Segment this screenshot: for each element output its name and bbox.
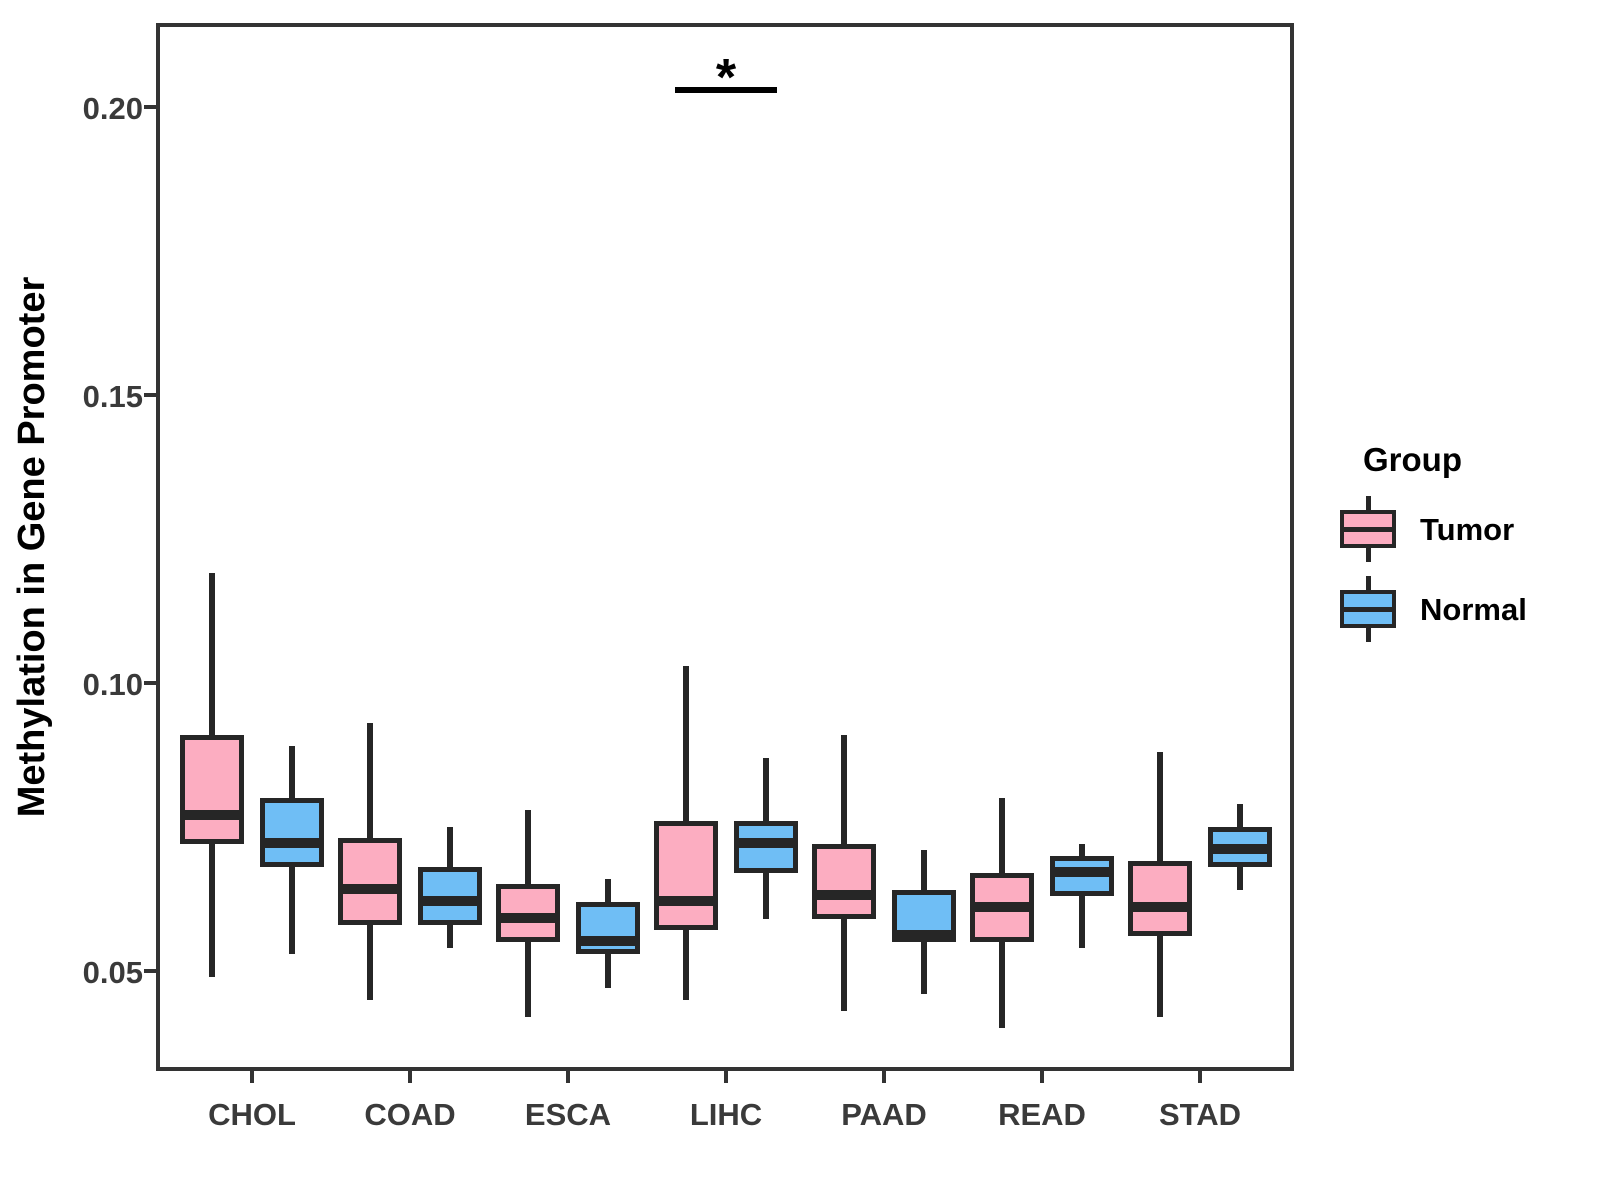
box-CHOL-tumor: [180, 734, 244, 845]
x-tick-label-PAAD: PAAD: [841, 1097, 927, 1132]
median-ESCA-normal: [581, 936, 635, 947]
x-tick-label-ESCA: ESCA: [524, 1097, 612, 1132]
median-CHOL-tumor: [185, 809, 239, 820]
box-STAD-normal: [1208, 826, 1272, 868]
y-axis-title: Methylation in Gene Promoter: [11, 276, 53, 818]
legend-label-normal: Normal: [1420, 591, 1527, 627]
y-tick-label-0.20: 0.20: [82, 91, 143, 127]
box-READ-normal: [1050, 855, 1114, 896]
x-tick-label-COAD: COAD: [364, 1097, 456, 1132]
box-PAAD-tumor: [812, 844, 876, 919]
whisker-READ-normal: [1079, 844, 1085, 948]
legend-glyph-box: [1340, 510, 1396, 548]
legend-boxplot-glyph-normal: [1340, 576, 1396, 642]
x-tick-label-CHOL: CHOL: [208, 1097, 296, 1132]
median-LIHC-normal: [739, 838, 793, 849]
significance-bar: [675, 86, 777, 93]
legend-label-tumor: Tumor: [1420, 511, 1515, 547]
y-tick-0.10: [144, 680, 156, 685]
x-tick-LIHC: [724, 1071, 728, 1083]
x-tick-ESCA: [566, 1071, 570, 1083]
y-tick-label-0.05: 0.05: [82, 954, 143, 990]
box-CHOL-normal: [260, 798, 324, 868]
x-tick-label-READ: READ: [998, 1097, 1086, 1132]
y-tick-0.05: [144, 968, 156, 973]
median-ESCA-tumor: [501, 913, 555, 924]
legend-glyph-median: [1344, 527, 1392, 532]
legend: Group Tumor Normal: [1340, 443, 1527, 656]
median-CHOL-normal: [265, 838, 319, 849]
median-PAAD-tumor: [817, 890, 871, 901]
median-READ-normal: [1055, 867, 1109, 878]
median-COAD-normal: [423, 895, 477, 906]
x-tick-STAD: [1198, 1071, 1202, 1083]
y-tick-0.15: [144, 392, 156, 397]
legend-glyph-median: [1344, 607, 1392, 612]
x-tick-label-LIHC: LIHC: [689, 1097, 763, 1132]
legend-title: Group: [1363, 441, 1462, 478]
box-PAAD-normal: [892, 890, 956, 942]
median-LIHC-tumor: [659, 895, 713, 906]
x-tick-label-STAD: STAD: [1158, 1097, 1242, 1132]
x-tick-COAD: [408, 1071, 412, 1083]
box-ESCA-normal: [576, 901, 640, 954]
y-tick-0.20: [144, 105, 156, 110]
y-tick-label-0.10: 0.10: [82, 666, 143, 702]
plot-panel: [156, 23, 1294, 1071]
legend-entries: Tumor Normal: [1340, 496, 1527, 656]
box-STAD-tumor: [1128, 861, 1192, 937]
x-tick-CHOL: [250, 1071, 254, 1083]
legend-boxplot-glyph-tumor: [1340, 496, 1396, 562]
box-LIHC-tumor: [654, 821, 718, 931]
significance-star: *: [715, 48, 737, 107]
legend-entry-tumor: Tumor: [1340, 496, 1527, 562]
median-PAAD-normal: [897, 930, 951, 941]
box-LIHC-normal: [734, 821, 798, 873]
median-STAD-tumor: [1133, 901, 1187, 912]
box-ESCA-tumor: [496, 884, 560, 942]
legend-entry-normal: Normal: [1340, 576, 1527, 642]
median-READ-tumor: [975, 901, 1029, 912]
y-tick-label-0.15: 0.15: [82, 378, 143, 414]
box-READ-tumor: [970, 872, 1034, 942]
median-STAD-normal: [1213, 844, 1267, 855]
x-tick-PAAD: [882, 1071, 886, 1083]
median-COAD-tumor: [343, 884, 397, 895]
x-tick-READ: [1040, 1071, 1044, 1083]
box-COAD-tumor: [338, 838, 402, 925]
legend-glyph-box: [1340, 590, 1396, 628]
box-COAD-normal: [418, 867, 482, 925]
